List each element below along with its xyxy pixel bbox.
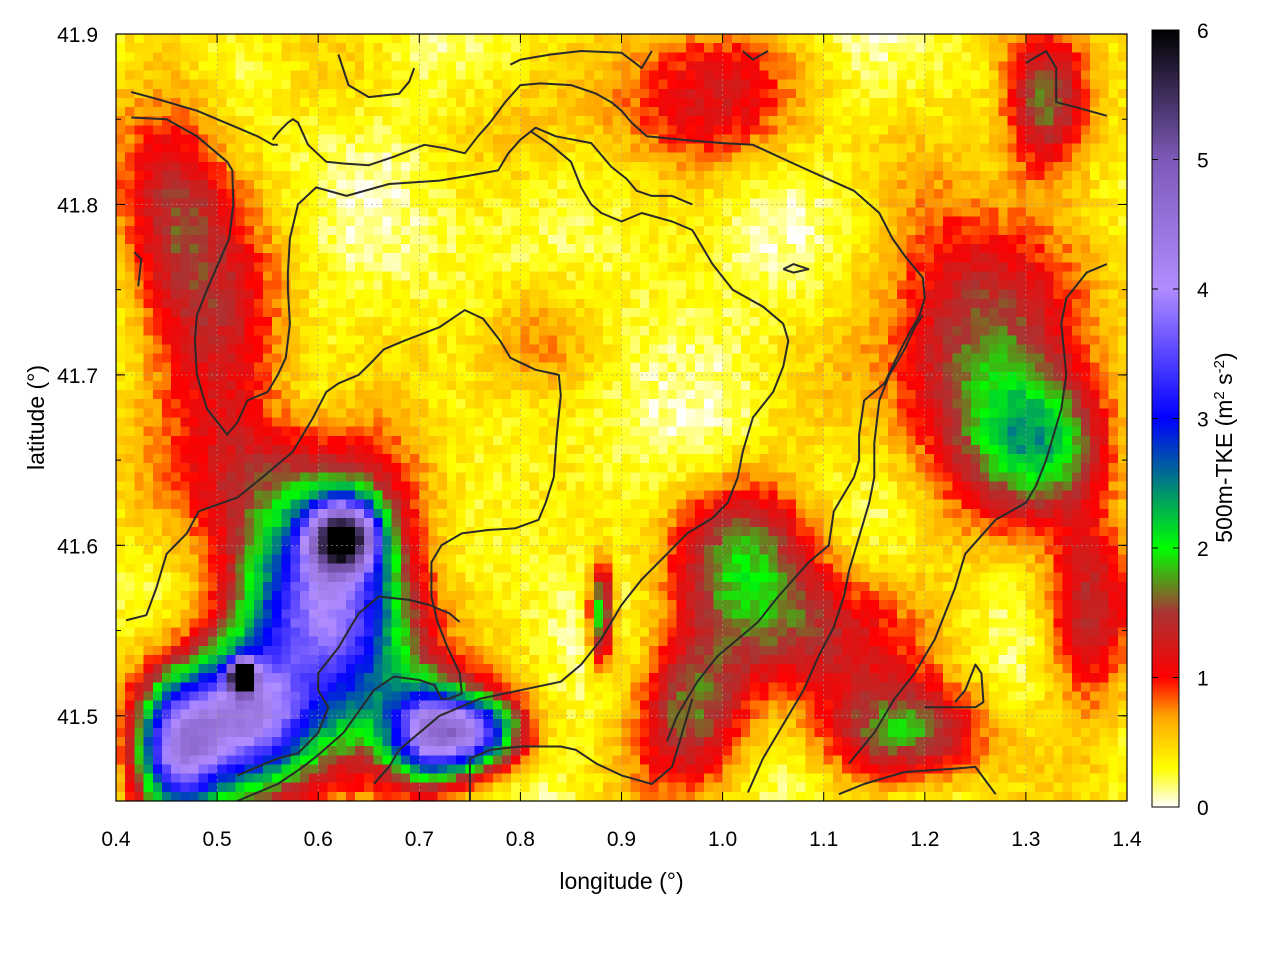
contour-line [924, 663, 985, 709]
contour-line [130, 91, 278, 146]
y-tick-label: 41.5 [57, 706, 98, 729]
contour-line [236, 595, 461, 777]
contour-line [373, 130, 790, 785]
y-tick-label: 41.8 [57, 194, 98, 217]
contour-line [848, 263, 1108, 765]
x-tick-label: 1.2 [910, 828, 939, 851]
colorbar-tick-label: 2 [1197, 538, 1209, 561]
x-tick-label: 1.1 [809, 828, 838, 851]
axis-ticks: 0.4 0.5 0.6 0.7 0.8 0.9 1.0 1.1 1.2 1.3 1.4 41.5 41.… [57, 24, 1142, 851]
y-axis-label: latitude (°) [23, 365, 49, 470]
contour-line [509, 50, 653, 70]
colorbar-tick-label: 3 [1197, 409, 1209, 432]
x-tick-label: 0.5 [202, 828, 231, 851]
x-tick-label: 0.8 [506, 828, 535, 851]
colorbar-tick-label: 5 [1197, 150, 1209, 173]
colorbar-tick-label: 1 [1197, 668, 1209, 691]
colorbar: 0 1 2 3 4 5 6 [1151, 20, 1209, 820]
heatmap-image [116, 34, 1127, 801]
colorbar-tick-label: 6 [1197, 20, 1209, 43]
contour-line [838, 765, 997, 796]
contour-line [133, 251, 143, 287]
x-tick-label: 0.6 [304, 828, 333, 851]
contour-line [131, 116, 693, 436]
heatmap-field [116, 34, 1127, 801]
x-tick-label: 0.4 [101, 828, 131, 851]
y-tick-label: 41.7 [57, 365, 98, 388]
x-tick-label: 1.3 [1011, 828, 1040, 851]
contour-line [746, 314, 924, 793]
contour-lines [125, 50, 1108, 802]
contour-line [468, 698, 694, 801]
x-tick-label: 0.7 [405, 828, 434, 851]
colorbar-tick-label: 0 [1197, 797, 1209, 820]
x-tick-label: 1.0 [708, 828, 737, 851]
colorbar-tick-label: 4 [1197, 279, 1209, 302]
contour-line [125, 309, 562, 802]
contour-line [742, 50, 769, 61]
colorbar-label: 500m-TKE (m2 s-2) [1211, 352, 1238, 542]
y-tick-label: 41.6 [57, 535, 98, 558]
x-axis-label: longitude (°) [559, 868, 683, 894]
contour-line [782, 263, 810, 274]
contour-line [337, 54, 416, 99]
x-tick-label: 0.9 [607, 828, 636, 851]
x-tick-label: 1.4 [1112, 828, 1142, 851]
contour-line [1025, 50, 1108, 117]
contour-line [271, 82, 926, 742]
y-tick-label: 41.9 [57, 24, 98, 47]
